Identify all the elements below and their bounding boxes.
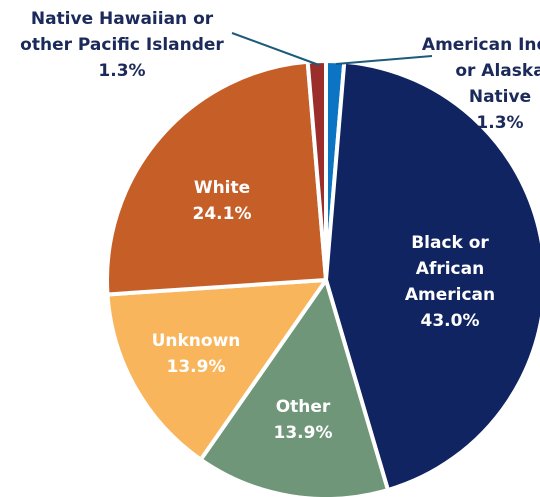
pie-slices	[105, 59, 540, 497]
slice-label-line: White	[194, 178, 250, 198]
slice-label-line: American Indian	[422, 35, 540, 55]
slice-label-0: American Indian or Alaska Native 1.3%	[422, 35, 540, 133]
slice-label-line: 43.0%	[421, 311, 480, 331]
slice-label-line: 13.9%	[167, 357, 226, 377]
pie-slice-3	[105, 278, 328, 462]
slice-label-line: Native Hawaiian or	[31, 9, 214, 29]
pie-slice-4	[105, 59, 328, 297]
slice-label-3: Unknown 13.9%	[152, 331, 241, 377]
slice-label-line: Native	[469, 87, 531, 107]
slice-label-line: 1.3%	[476, 113, 523, 133]
leader-line-0	[335, 55, 433, 65]
slice-label-line: Unknown	[152, 331, 241, 351]
slice-labels: American Indian or Alaska Native 1.3% Black …	[20, 9, 540, 443]
slice-label-line: 24.1%	[193, 204, 252, 224]
slice-label-line: American	[405, 285, 495, 305]
pie-slice-2	[198, 278, 390, 497]
leader-line-5	[231, 32, 320, 66]
slice-label-line: other Pacific Islander	[20, 35, 224, 55]
slice-label-2: Other 13.9%	[274, 397, 333, 443]
slice-label-line: Black or	[411, 233, 489, 253]
slice-label-5: Native Hawaiian or other Pacific Islander…	[20, 9, 224, 81]
pie-slice-1	[324, 59, 540, 493]
slice-label-1: Black or African American 43.0%	[405, 233, 495, 331]
slice-label-line: or Alaska	[455, 61, 540, 81]
slice-label-line: Other	[276, 397, 331, 417]
leader-lines	[231, 32, 433, 66]
slice-label-line: 1.3%	[98, 61, 145, 81]
slice-label-line: African	[416, 259, 484, 279]
slice-label-line: 13.9%	[274, 423, 333, 443]
slice-label-4: White 24.1%	[193, 178, 252, 224]
